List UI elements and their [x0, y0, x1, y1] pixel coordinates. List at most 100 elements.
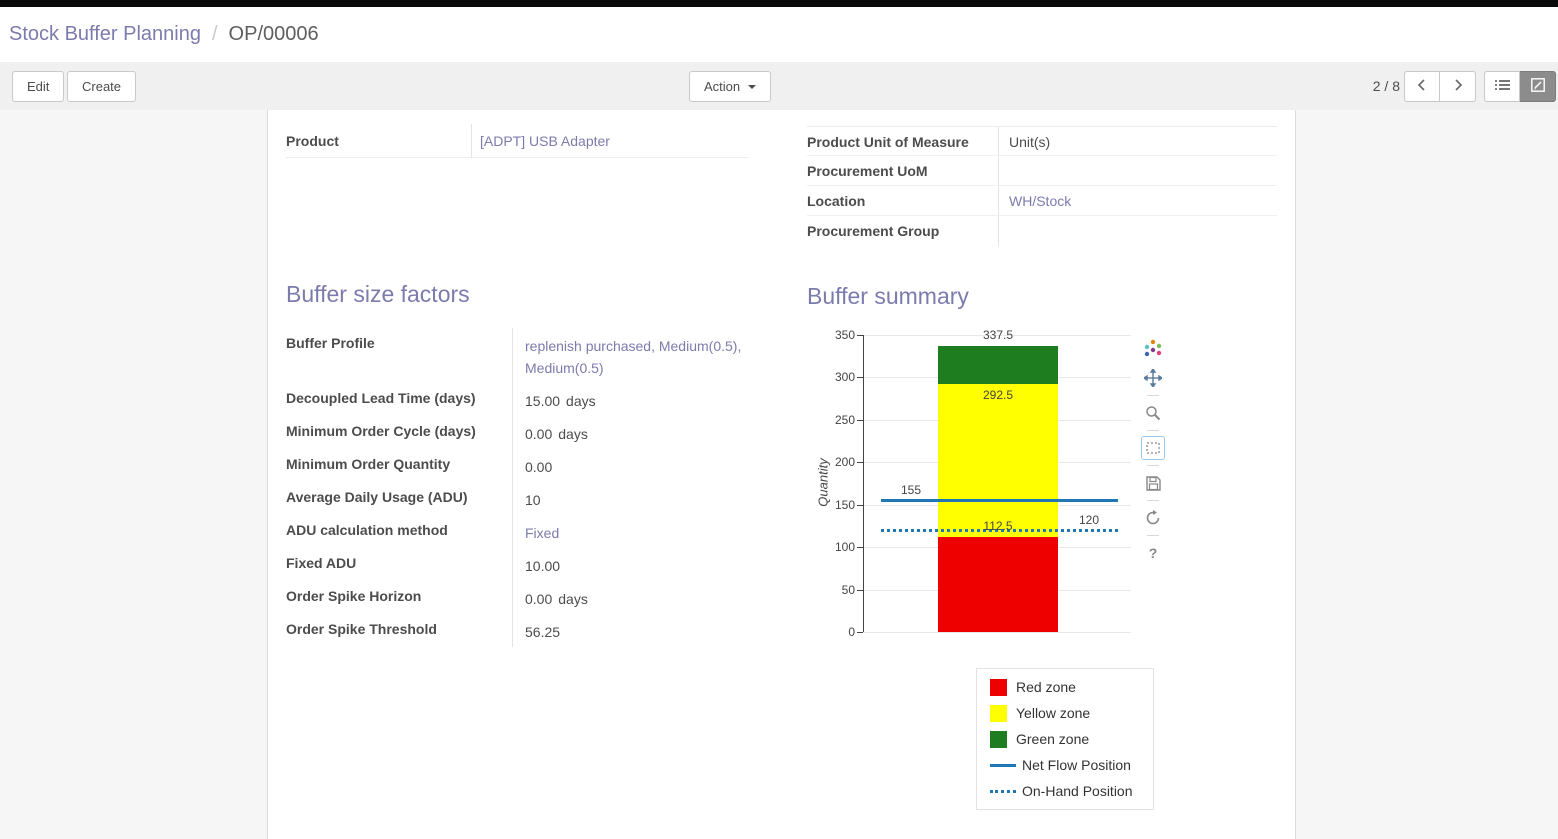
- action-dropdown-button[interactable]: Action: [689, 71, 772, 102]
- field-row-buffer-profile: Buffer Profile replenish purchased, Medi…: [286, 328, 786, 383]
- chart-legend: Red zone Yellow zone Green zone Net Flow…: [976, 668, 1154, 810]
- field-row-fixed-adu: Fixed ADU 10.00: [286, 548, 786, 581]
- adu-method-link[interactable]: Fixed: [525, 525, 560, 541]
- y-tick-label: 250: [834, 412, 855, 427]
- legend-label: Green zone: [1016, 731, 1090, 747]
- field-row-min-order-qty: Minimum Order Quantity 0.00: [286, 449, 786, 482]
- uom-field-value: Unit(s): [1009, 134, 1051, 150]
- field-row-dlt: Decoupled Lead Time (days) 15.00 days: [286, 383, 786, 416]
- save-icon[interactable]: [1141, 471, 1165, 495]
- field-row-spike-horizon: Order Spike Horizon 0.00 days: [286, 581, 786, 614]
- chart-annotation: 112.5: [983, 518, 1013, 533]
- y-tick-mark: [857, 462, 863, 464]
- location-link[interactable]: WH/Stock: [1009, 193, 1072, 209]
- y-tick-mark: [857, 504, 863, 506]
- field-row-spike-threshold: Order Spike Threshold 56.25: [286, 614, 786, 647]
- product-field-label: Product: [286, 133, 339, 149]
- spike-horizon-label: Order Spike Horizon: [286, 588, 422, 604]
- y-tick-mark: [857, 335, 863, 336]
- adu-value: 10: [525, 492, 541, 508]
- field-row-procurement-uom: Procurement UoM: [807, 156, 1277, 186]
- breadcrumb-current: OP/00006: [228, 23, 319, 45]
- product-link[interactable]: [ADPT] USB Adapter: [480, 133, 610, 149]
- top-navbar: [0, 0, 1558, 7]
- y-tick-mark: [857, 547, 863, 549]
- chart-toolbar: ?: [1139, 333, 1167, 568]
- red-zone-bar: [938, 536, 1058, 632]
- adu-label: Average Daily Usage (ADU): [286, 489, 468, 505]
- y-tick-label: 200: [834, 455, 855, 470]
- fixed-adu-label: Fixed ADU: [286, 555, 357, 571]
- field-row-min-order-cycle: Minimum Order Cycle (days) 0.00 days: [286, 416, 786, 449]
- toolbar-separator: [1147, 500, 1159, 501]
- red-zone-swatch: [990, 678, 1007, 696]
- chart-annotation: 155: [900, 483, 921, 498]
- breadcrumb-parent-link[interactable]: Stock Buffer Planning: [9, 23, 201, 45]
- chevron-left-icon: [1417, 79, 1427, 94]
- spike-horizon-suffix: days: [558, 591, 588, 607]
- field-row-uom: Product Unit of Measure Unit(s): [807, 126, 1277, 156]
- toolbar-separator: [1147, 535, 1159, 536]
- form-view-button[interactable]: [1520, 71, 1556, 102]
- uom-field-label: Product Unit of Measure: [807, 134, 969, 150]
- legend-label: Yellow zone: [1016, 705, 1091, 721]
- zoom-icon[interactable]: [1141, 401, 1165, 425]
- pager-counter: 2 / 8: [1372, 78, 1400, 94]
- gridline: [863, 632, 1131, 633]
- control-panel: Edit Create Action 2 / 8: [0, 62, 1558, 110]
- chevron-right-icon: [1453, 79, 1463, 94]
- list-view-button[interactable]: [1484, 71, 1520, 102]
- field-row-adu: Average Daily Usage (ADU) 10: [286, 482, 786, 515]
- caret-down-icon: [748, 84, 757, 89]
- field-row-product: Product [ADPT] USB Adapter: [286, 124, 748, 158]
- buffer-factors-title: Buffer size factors: [286, 281, 470, 307]
- legend-item-yellow-zone[interactable]: Yellow zone: [977, 700, 1153, 726]
- pan-icon[interactable]: [1141, 366, 1165, 390]
- y-tick-label: 350: [834, 328, 855, 342]
- toolbar-separator: [1147, 465, 1159, 466]
- buffer-profile-label: Buffer Profile: [286, 335, 375, 351]
- adu-method-label: ADU calculation method: [286, 522, 448, 538]
- y-tick-mark: [857, 377, 863, 379]
- legend-item-net-flow[interactable]: Net Flow Position: [977, 752, 1153, 778]
- y-tick-label: 100: [834, 540, 855, 555]
- spike-threshold-label: Order Spike Threshold: [286, 621, 437, 637]
- pager-previous-button[interactable]: [1404, 71, 1440, 102]
- field-row-adu-method: ADU calculation method Fixed: [286, 515, 786, 548]
- fixed-adu-value: 10.00: [525, 558, 561, 574]
- main-content: Product [ADPT] USB Adapter Product Unit …: [0, 110, 1558, 839]
- create-button[interactable]: Create: [67, 71, 137, 102]
- location-field-label: Location: [807, 193, 866, 209]
- on-hand-position-line: [881, 529, 1118, 533]
- chart-annotation: 337.5: [982, 327, 1014, 342]
- product-field-group: Product [ADPT] USB Adapter: [286, 124, 748, 158]
- buffer-summary-title: Buffer summary: [807, 283, 969, 309]
- min-order-cycle-value: 0.00: [525, 426, 553, 442]
- yellow-zone-swatch: [990, 704, 1007, 722]
- breadcrumb: Stock Buffer Planning / OP/00006: [0, 7, 1558, 62]
- box-select-icon[interactable]: [1141, 436, 1165, 460]
- chart-plot-area: 0 50 100 150 200 250 300 350 337.5 292.5 155 112.5 1…: [813, 328, 1173, 668]
- net-flow-position-line: [881, 499, 1118, 503]
- view-switcher: [1484, 71, 1556, 102]
- dlt-label: Decoupled Lead Time (days): [286, 390, 476, 406]
- dlt-value: 15.00: [525, 393, 561, 409]
- toolbar-separator: [1147, 395, 1159, 396]
- legend-item-green-zone[interactable]: Green zone: [977, 726, 1153, 752]
- pager: [1404, 71, 1476, 102]
- edit-button[interactable]: Edit: [12, 71, 65, 102]
- buffer-profile-link[interactable]: replenish purchased, Medium(0.5), Medium…: [525, 338, 742, 376]
- y-tick-label: 50: [841, 582, 855, 597]
- plotly-logo-icon[interactable]: [1141, 336, 1165, 360]
- y-tick-mark: [857, 589, 863, 591]
- y-tick-mark: [857, 419, 863, 421]
- help-icon[interactable]: ?: [1141, 541, 1165, 565]
- pager-next-button[interactable]: [1440, 71, 1476, 102]
- legend-item-on-hand[interactable]: On-Hand Position: [977, 778, 1153, 804]
- min-order-cycle-label: Minimum Order Cycle (days): [286, 423, 476, 439]
- legend-item-red-zone[interactable]: Red zone: [977, 674, 1153, 700]
- procurement-field-group: Product Unit of Measure Unit(s) Procurem…: [807, 126, 1277, 246]
- chart-annotation: 292.5: [982, 387, 1014, 402]
- autoscale-icon[interactable]: [1141, 506, 1165, 530]
